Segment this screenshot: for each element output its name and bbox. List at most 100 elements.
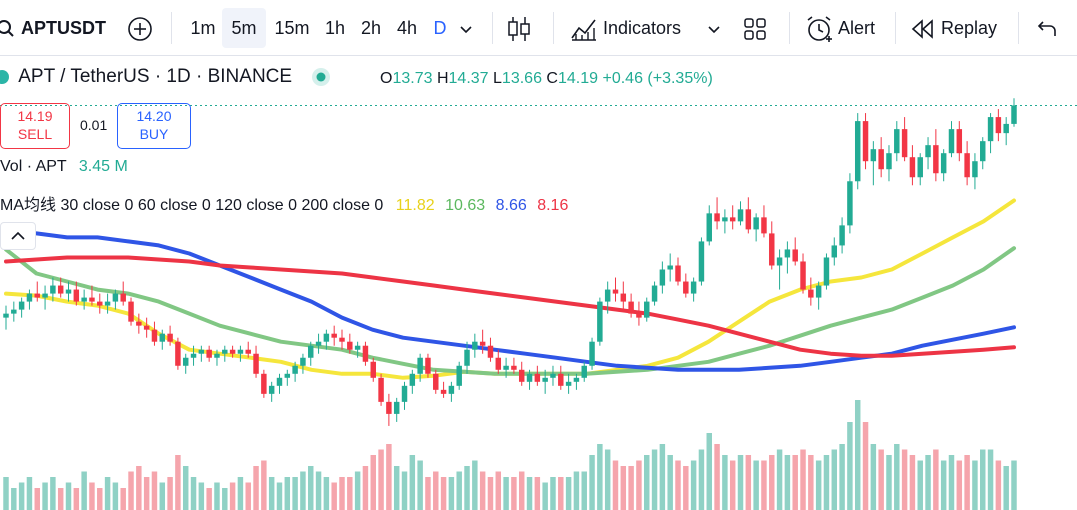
chart-type-button[interactable] <box>506 8 536 48</box>
candle-body <box>761 217 767 234</box>
candle-body <box>284 373 291 378</box>
layout-button[interactable] <box>742 8 770 48</box>
volume-bar <box>565 477 572 510</box>
volume-bar <box>948 455 955 510</box>
volume-bar <box>620 466 627 510</box>
symbol-legend[interactable]: APT / TetherUS · 1D · BINANCE <box>0 66 331 88</box>
price-chart[interactable] <box>0 55 1077 510</box>
interval-1d[interactable]: D <box>433 18 447 38</box>
candle-body <box>589 341 595 366</box>
candle-body <box>769 233 775 266</box>
candle-body <box>276 377 283 386</box>
candle-body <box>409 373 416 386</box>
toolbar-divider <box>171 12 172 44</box>
candle-body <box>97 301 103 306</box>
buy-button[interactable]: 14.20 BUY <box>117 103 191 149</box>
volume-bar <box>198 482 205 510</box>
volume-bar <box>456 471 462 510</box>
interval-1m[interactable]: 1m <box>190 18 216 38</box>
collapse-legend-button[interactable] <box>0 222 36 250</box>
volume-bar <box>401 471 408 510</box>
volume-bar <box>104 477 111 510</box>
interval-5m[interactable]: 5m <box>222 8 266 48</box>
candle-body <box>737 209 744 222</box>
candle-body <box>354 345 361 350</box>
interval-15m[interactable]: 15m <box>274 18 310 38</box>
volume-bar <box>151 471 158 510</box>
candle-body <box>659 269 666 286</box>
interval-4h[interactable]: 4h <box>396 18 418 38</box>
buy-label: BUY <box>139 126 169 142</box>
volume-legend[interactable]: Vol · APT 3.45 M <box>0 158 128 176</box>
ma200-value: 8.16 <box>537 197 569 214</box>
candle-body <box>526 373 533 382</box>
volume-bar <box>347 477 353 510</box>
volume-bar <box>362 466 369 510</box>
volume-bar <box>862 422 869 510</box>
sell-button[interactable]: 14.19 SELL <box>0 103 70 149</box>
candle-body <box>956 129 963 154</box>
volume-bar <box>276 482 283 510</box>
ma-line-ma120 <box>4 231 1016 372</box>
buy-price: 14.20 <box>136 108 172 124</box>
symbol-search[interactable]: APTUSDT <box>0 8 106 48</box>
close-label: C <box>546 70 558 87</box>
volume-bar <box>737 455 744 510</box>
candle-body <box>456 365 462 386</box>
candle-body <box>120 293 126 302</box>
candle-body <box>370 361 376 378</box>
candle-body <box>245 349 251 354</box>
volume-bar <box>159 482 166 510</box>
candle-body <box>628 301 634 314</box>
replay-button[interactable]: Replay <box>910 8 997 48</box>
interval-2h[interactable]: 2h <box>360 18 382 38</box>
candle-body <box>229 349 236 354</box>
candle-body <box>862 121 869 162</box>
candle-body <box>18 301 25 310</box>
volume-bar <box>81 471 87 510</box>
volume-bar <box>854 400 861 510</box>
volume-bar <box>925 455 931 510</box>
undo-button[interactable] <box>1036 8 1062 48</box>
volume-bar <box>190 477 197 510</box>
symbol-label: APTUSDT <box>21 18 107 38</box>
candle-body <box>518 369 525 382</box>
volume-bar <box>534 477 541 510</box>
candle-body <box>347 341 353 350</box>
candle-body <box>980 141 986 162</box>
candle-body <box>11 309 17 314</box>
indicator-templates-dropdown[interactable] <box>706 8 726 48</box>
interval-1h[interactable]: 1h <box>324 18 346 38</box>
candle-body <box>683 281 689 294</box>
volume-bar <box>253 466 259 510</box>
candle-body <box>878 149 884 170</box>
sell-label: SELL <box>17 126 53 142</box>
chevron-up-icon <box>1 231 35 253</box>
indicators-button[interactable]: Indicators <box>570 8 681 48</box>
alert-button[interactable]: Alert <box>804 8 875 48</box>
rewind-icon <box>910 18 941 40</box>
candle-body <box>644 301 650 318</box>
candle-body <box>823 257 830 286</box>
sell-price: 14.19 <box>17 108 53 124</box>
candle-body <box>620 293 627 302</box>
volume-value: 3.45 M <box>78 158 128 175</box>
volume-bar <box>167 477 173 510</box>
interval-dropdown[interactable] <box>458 8 480 48</box>
candle-body <box>136 321 142 326</box>
volume-bar <box>120 488 126 510</box>
candle-body <box>331 333 337 338</box>
volume-bar <box>995 460 1002 510</box>
ma-legend[interactable]: MA均线 30 close 0 60 close 0 120 close 0 2… <box>0 191 568 215</box>
candle-body <box>800 261 806 290</box>
candle-body <box>253 353 259 374</box>
compare-symbol-button[interactable] <box>126 8 156 48</box>
volume-bar <box>706 433 712 510</box>
high-label: H <box>436 70 449 87</box>
candle-body <box>495 357 502 370</box>
volume-bar <box>573 471 580 510</box>
high-value: 14.37 <box>448 70 489 87</box>
candle-body <box>479 341 486 346</box>
candle-body <box>464 349 470 366</box>
candle-body <box>112 293 119 302</box>
